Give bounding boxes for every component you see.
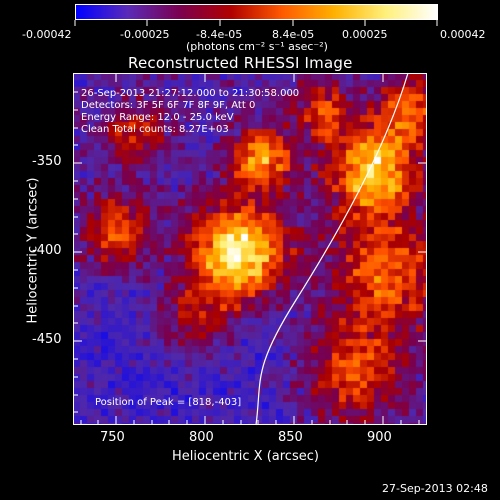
colorbar [75, 4, 438, 20]
colorbar-tick-4: 8.4e-05 [272, 28, 315, 41]
generation-timestamp: 27-Sep-2013 02:48 [382, 482, 488, 495]
colorbar-tick-5: 0.00025 [342, 28, 388, 41]
info-line-clean: Clean Total counts: 8.27E+03 [81, 124, 229, 135]
colorbar-tick-2: -0.00025 [120, 28, 170, 41]
info-line-energy: Energy Range: 12.0 - 25.0 keV [81, 112, 234, 123]
info-line-time: 26-Sep-2013 21:27:12.000 to 21:30:58.000 [81, 88, 300, 99]
colorbar-tick-6: 0.00042 [440, 28, 486, 41]
colorbar-units: (photons cm⁻² s⁻¹ asec⁻²) [186, 40, 328, 53]
peak-position-label: Position of Peak = [818,-403] [95, 397, 242, 408]
rhessi-image [73, 73, 427, 425]
info-line-detectors: Detectors: 3F 5F 6F 7F 8F 9F, Att 0 [81, 100, 256, 111]
info-block: 26-Sep-2013 21:27:12.000 to 21:30:58.000… [81, 88, 299, 136]
x-tick-850: 850 [278, 430, 303, 445]
y-tick-450: -450 [32, 332, 62, 347]
x-tick-750: 750 [100, 430, 125, 445]
plot-title: Reconstructed RHESSI Image [128, 54, 353, 72]
colorbar-tick-3: -8.4e-05 [196, 28, 243, 41]
x-tick-900: 900 [367, 430, 392, 445]
y-axis-label: Heliocentric Y (arcsec) [25, 177, 41, 324]
colorbar-ticks [74, 20, 438, 26]
colorbar-tick-1: -0.00042 [22, 28, 72, 41]
x-tick-800: 800 [189, 430, 214, 445]
x-axis-label: Heliocentric X (arcsec) [172, 449, 319, 464]
y-tick-350: -350 [32, 154, 62, 169]
y-tick-400: -400 [32, 243, 62, 258]
